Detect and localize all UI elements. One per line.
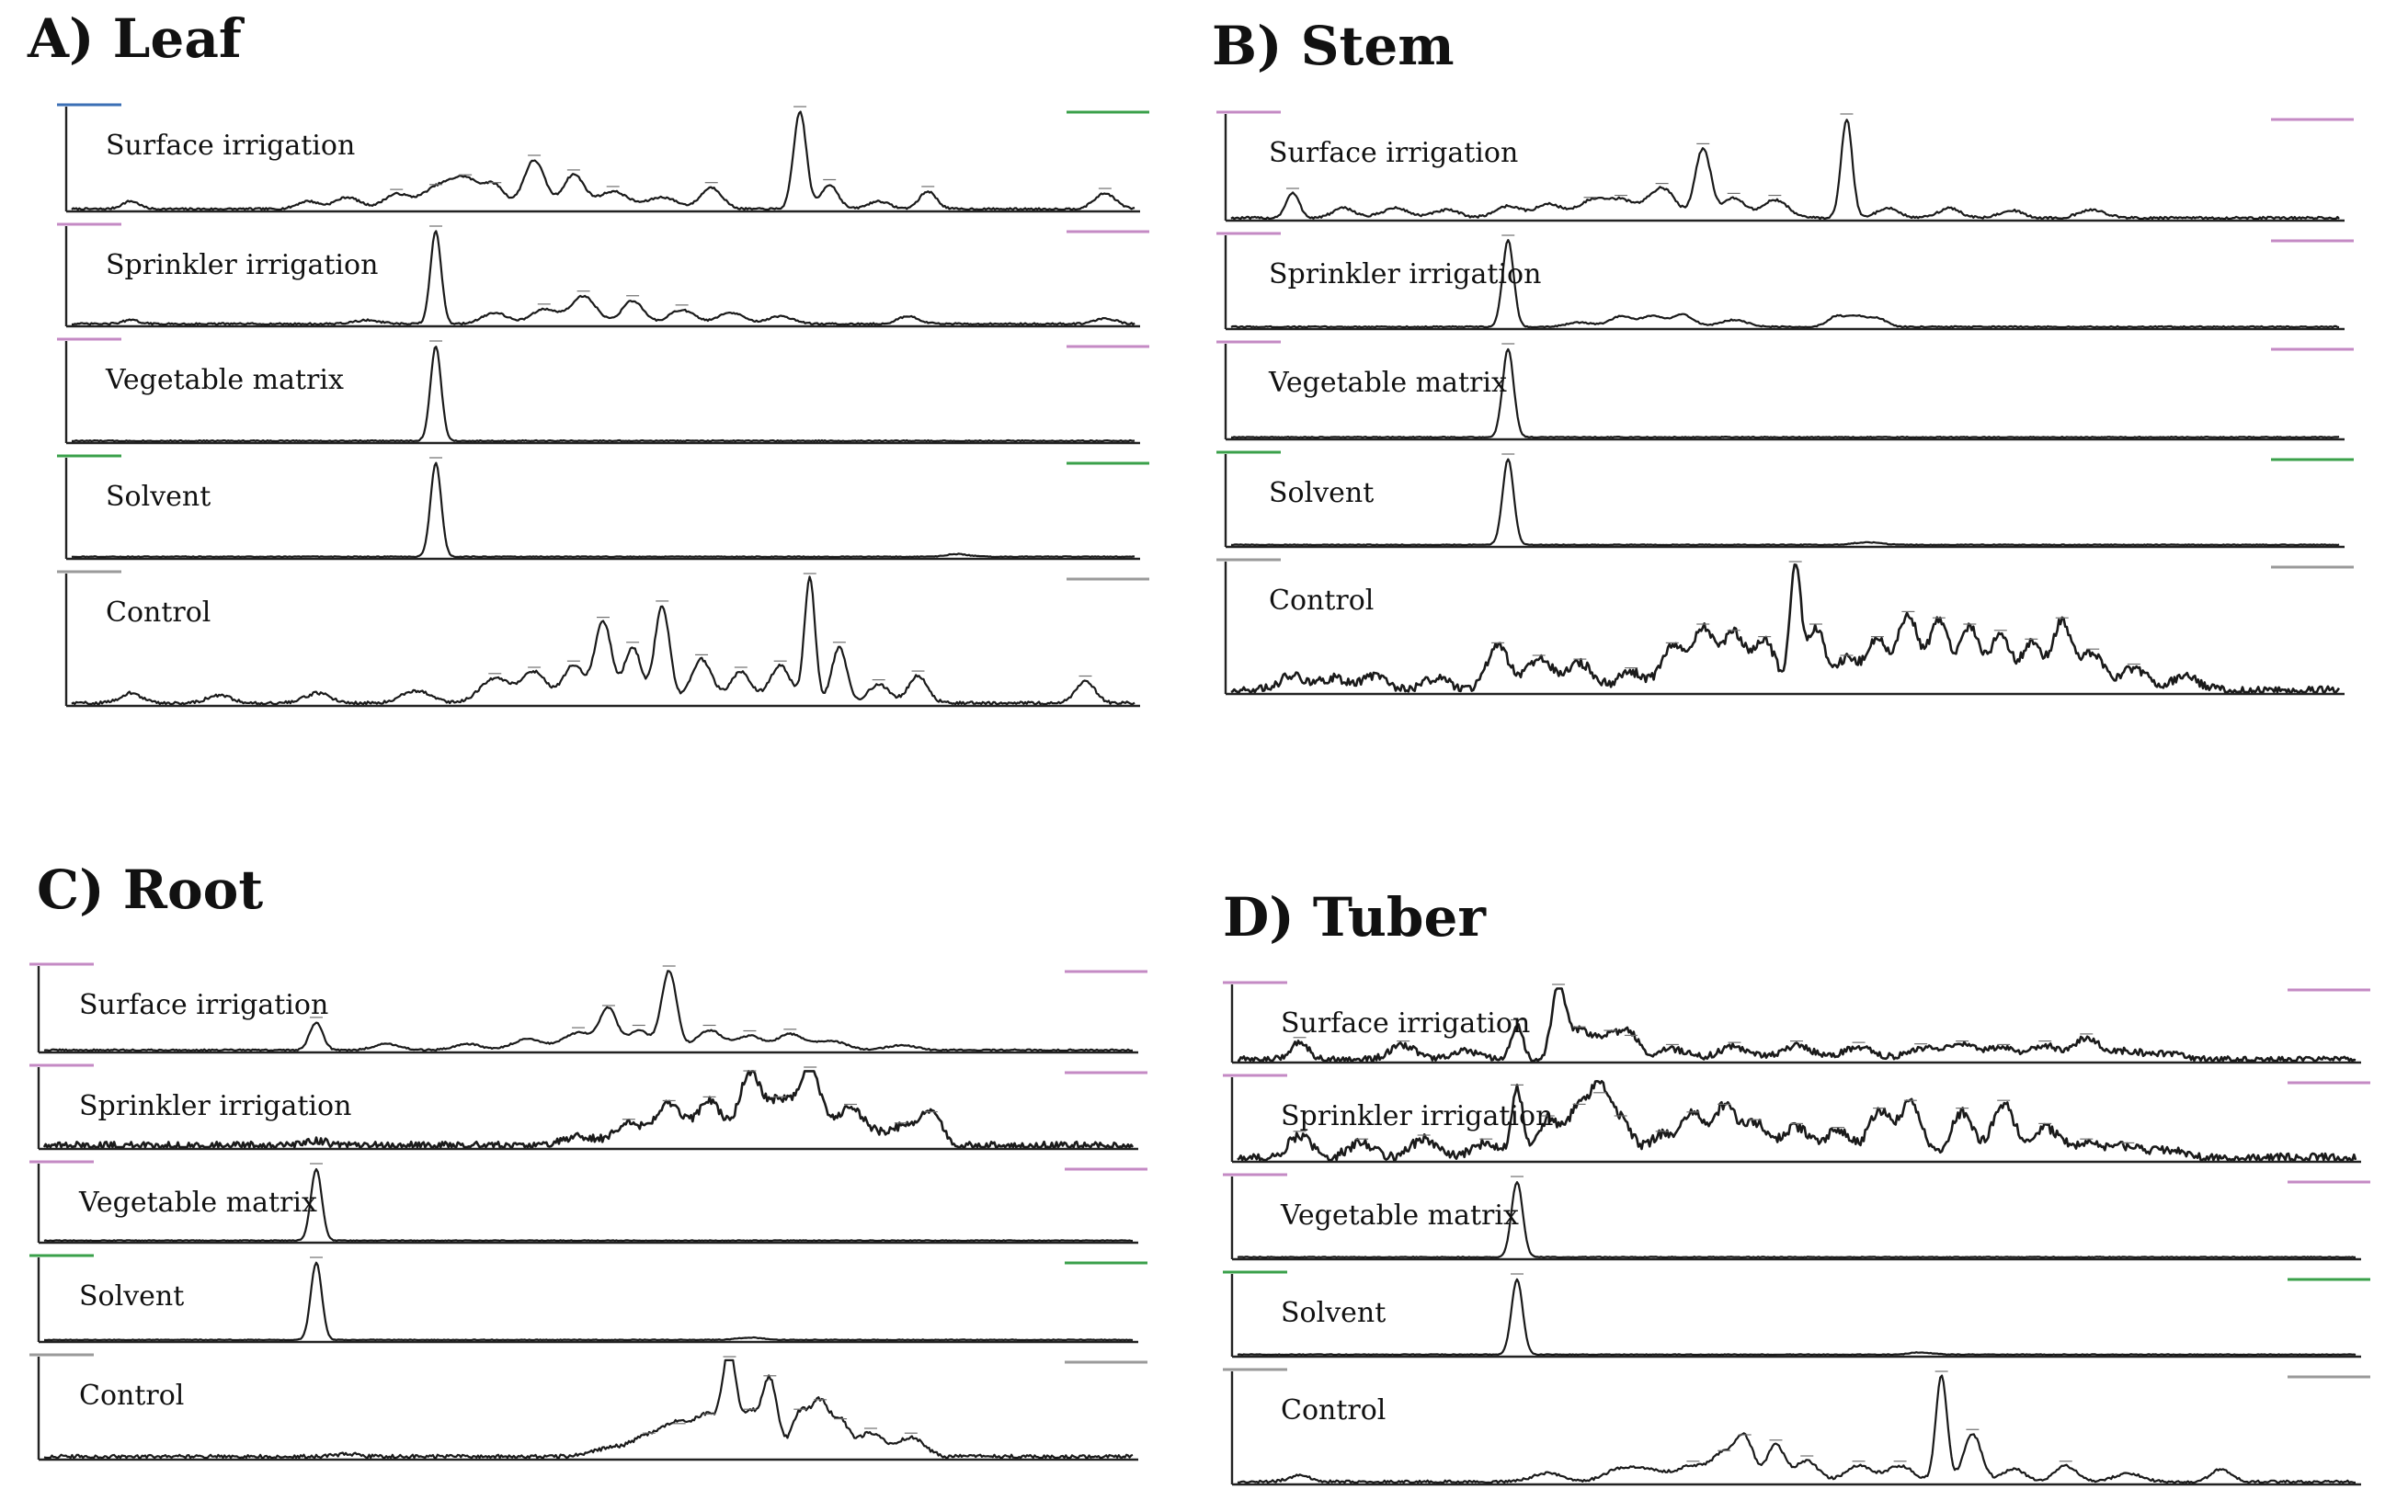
trace-surface-irrigation: Surface irrigation	[1223, 981, 2370, 1064]
trace-label: Sprinkler irrigation	[1281, 1100, 1553, 1132]
trace-sprinkler-irrigation: Sprinkler irrigation	[29, 1063, 1147, 1151]
trace-signal	[1230, 347, 2340, 439]
trace-label: Control	[106, 597, 211, 629]
panel-b-stem: B) Stem Surface irrigation Sprinkler irri…	[1212, 15, 2354, 696]
trace-label: Vegetable matrix	[1268, 367, 1507, 399]
trace-vegetable-matrix: Vegetable matrix	[1216, 340, 2354, 441]
trace-vegetable-matrix: Vegetable matrix	[29, 1160, 1147, 1245]
trace-label: Solvent	[1269, 477, 1374, 509]
trace-label: Sprinkler irrigation	[106, 249, 378, 281]
trace-signal	[1237, 1080, 2357, 1162]
trace-signal	[43, 1359, 1134, 1460]
trace-vegetable-matrix: Vegetable matrix	[1223, 1173, 2370, 1261]
trace-signal	[1230, 239, 2340, 329]
panel-a-traces: Surface irrigation Sprinkler irrigation Ve…	[57, 103, 1149, 708]
trace-sprinkler-irrigation: Sprinkler irrigation	[57, 222, 1149, 328]
trace-label: Control	[1281, 1394, 1386, 1427]
trace-signal	[72, 346, 1136, 443]
trace-surface-irrigation: Surface irrigation	[29, 962, 1147, 1054]
trace-control: Control	[1223, 1368, 2370, 1486]
panel-title-d: D) Tuber	[1223, 886, 1487, 949]
trace-label: Vegetable matrix	[105, 364, 344, 396]
trace-label: Sprinkler irrigation	[1269, 258, 1541, 290]
panel-a-leaf: A) Leaf Surface irrigation Sprinkler irri…	[27, 7, 1149, 708]
panel-c-root: C) Root Surface irrigation Sprinkler irri…	[29, 858, 1147, 1461]
trace-signal	[1230, 119, 2340, 221]
trace-signal	[1237, 1278, 2357, 1357]
panel-title-a: A) Leaf	[27, 7, 245, 70]
trace-label: Surface irrigation	[79, 989, 328, 1021]
trace-signal	[1237, 1374, 2356, 1484]
trace-signal	[71, 230, 1136, 326]
trace-label: Control	[1269, 585, 1374, 617]
trace-label: Vegetable matrix	[78, 1187, 317, 1219]
trace-signal	[71, 110, 1136, 211]
trace-label: Solvent	[106, 481, 211, 513]
trace-surface-irrigation: Surface irrigation	[57, 103, 1149, 213]
trace-solvent: Solvent	[57, 454, 1149, 561]
trace-label: Control	[79, 1380, 184, 1412]
trace-signal	[1230, 458, 2340, 547]
trace-control: Control	[57, 570, 1149, 708]
trace-signal	[1237, 1181, 2356, 1259]
trace-signal	[71, 575, 1136, 706]
trace-solvent: Solvent	[1216, 450, 2354, 549]
trace-label: Solvent	[1281, 1297, 1386, 1329]
trace-signal	[1237, 987, 2357, 1063]
trace-label: Sprinkler irrigation	[79, 1090, 351, 1122]
trace-vegetable-matrix: Vegetable matrix	[57, 337, 1149, 445]
trace-label: Solvent	[79, 1280, 184, 1313]
trace-signal	[43, 970, 1134, 1052]
panel-c-traces: Surface irrigation Sprinkler irrigation Ve…	[29, 962, 1147, 1461]
trace-label: Surface irrigation	[1281, 1007, 1530, 1040]
trace-sprinkler-irrigation: Sprinkler irrigation	[1216, 232, 2354, 331]
trace-label: Surface irrigation	[106, 130, 355, 162]
trace-label: Vegetable matrix	[1280, 1199, 1519, 1232]
trace-solvent: Solvent	[29, 1254, 1147, 1344]
trace-signal	[42, 1070, 1135, 1149]
trace-control: Control	[29, 1353, 1147, 1461]
trace-solvent: Solvent	[1223, 1270, 2370, 1359]
trace-sprinkler-irrigation: Sprinkler irrigation	[1223, 1074, 2370, 1164]
trace-surface-irrigation: Surface irrigation	[1216, 110, 2354, 222]
trace-signal	[43, 1167, 1133, 1243]
panel-d-tuber: D) Tuber Surface irrigation Sprinkler irr…	[1223, 886, 2370, 1486]
panel-b-traces: Surface irrigation Sprinkler irrigation Ve…	[1216, 110, 2354, 696]
trace-control: Control	[1216, 558, 2354, 696]
trace-label: Surface irrigation	[1269, 137, 1518, 169]
trace-signal	[71, 461, 1136, 559]
panel-title-c: C) Root	[37, 858, 263, 921]
trace-signal	[43, 1261, 1134, 1342]
panel-title-b: B) Stem	[1212, 15, 1455, 77]
trace-signal	[1230, 563, 2341, 694]
panel-d-traces: Surface irrigation Sprinkler irrigation Ve…	[1223, 981, 2370, 1486]
